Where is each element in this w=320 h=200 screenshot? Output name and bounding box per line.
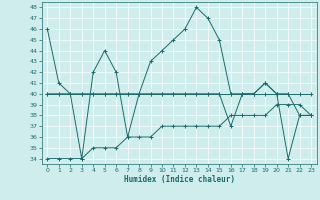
- X-axis label: Humidex (Indice chaleur): Humidex (Indice chaleur): [124, 175, 235, 184]
